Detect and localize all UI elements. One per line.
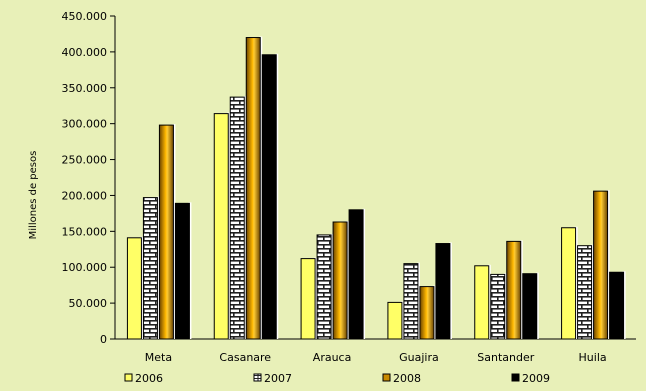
x-tick-label: Casanare — [219, 351, 271, 364]
bar-2008-guajira — [419, 286, 435, 340]
bar-2007-meta — [142, 197, 158, 340]
bar-2009-huila — [609, 271, 625, 340]
x-tick-label: Arauca — [313, 351, 352, 364]
bar-2009-guajira — [435, 243, 451, 340]
bar-2006-casanare — [213, 113, 229, 340]
y-tick-label: 200.000 — [62, 189, 108, 202]
legend: 2006 2007 2008 2009 — [124, 372, 550, 385]
bar-2007-santander — [490, 273, 506, 340]
legend-swatch-2006 — [124, 373, 133, 382]
legend-swatch-2008 — [382, 373, 391, 382]
bar-2009-arauca — [348, 209, 364, 340]
bar-2008-casanare — [245, 37, 261, 340]
y-axis-label: Millones de pesos — [28, 151, 39, 240]
legend-swatch-2007 — [253, 373, 262, 382]
bar-2008-santander — [506, 240, 522, 340]
bar-2008-arauca — [332, 221, 348, 340]
y-tick-label: 400.000 — [62, 46, 108, 59]
legend-label-2008: 2008 — [393, 372, 421, 385]
legend-label-2006: 2006 — [135, 372, 163, 385]
bar-2006-santander — [474, 265, 490, 340]
bars — [126, 36, 626, 340]
bar-2007-guajira — [403, 263, 419, 340]
legend-swatch-2009 — [511, 373, 520, 382]
y-tick-label: 450.000 — [62, 10, 108, 23]
x-tick-label: Meta — [145, 351, 172, 364]
bar-2007-arauca — [316, 234, 332, 340]
y-tick-label: 350.000 — [62, 82, 108, 95]
bar-2006-meta — [126, 237, 142, 340]
y-tick-label: 300.000 — [62, 118, 108, 131]
y-axis: 0 50.000 100.000 150.000 200.000 250.000 300.0… — [62, 10, 116, 346]
x-tick-label: Huila — [579, 351, 607, 364]
y-tick-label: 150.000 — [62, 225, 108, 238]
legend-label-2009: 2009 — [522, 372, 550, 385]
bar-2008-huila — [593, 190, 609, 340]
bar-edge — [140, 236, 144, 339]
y-tick-label: 50.000 — [69, 297, 108, 310]
bar-2007-huila — [577, 245, 593, 340]
x-tick-label: Santander — [477, 351, 534, 364]
y-tick-label: 250.000 — [62, 154, 108, 167]
bar-2009-meta — [174, 202, 190, 340]
bar-2008-meta — [158, 124, 174, 340]
y-tick-label: 100.000 — [62, 261, 108, 274]
bar-2009-santander — [522, 273, 538, 340]
bar-2006-arauca — [300, 258, 316, 340]
legend-label-2007: 2007 — [264, 372, 292, 385]
bar-2006-guajira — [387, 301, 403, 340]
y-tick-label: 0 — [100, 333, 107, 346]
bar-2007-casanare — [229, 96, 245, 340]
bar-2009-casanare — [261, 54, 277, 340]
x-tick-label: Guajira — [399, 351, 439, 364]
bar-2006-huila — [561, 227, 577, 340]
x-axis: Meta Casanare Arauca Guajira Santander Huila — [115, 338, 636, 364]
